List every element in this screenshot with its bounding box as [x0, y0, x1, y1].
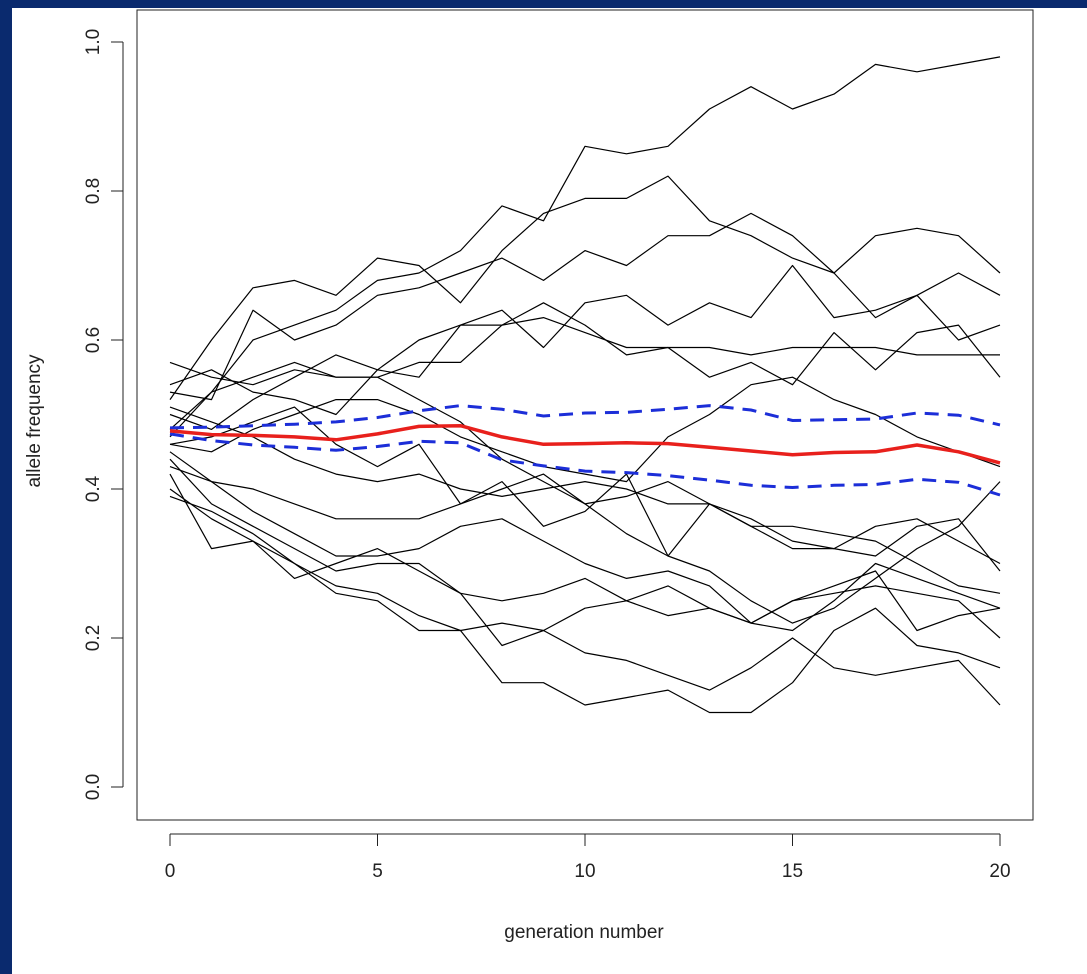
y-tick-label: 0.6: [83, 327, 104, 353]
simulation-line-10: [169, 451, 1001, 624]
plot-box: [136, 9, 1034, 821]
simulation-line-1: [169, 56, 1001, 438]
simulation-lines: [169, 56, 1001, 714]
x-tick-label: 10: [574, 861, 595, 882]
simulation-line-13: [169, 488, 1001, 706]
simulation-line-6: [169, 317, 1000, 416]
simulation-line-12: [169, 458, 1001, 639]
simulation-line-4: [169, 264, 1001, 430]
y-tick-label: 1.0: [83, 29, 104, 55]
x-axis-title: generation number: [504, 922, 664, 943]
simulation-line-16: [169, 406, 1001, 572]
y-axis-title: allele frequency: [24, 354, 45, 488]
simulation-line-14: [169, 495, 1001, 714]
simulation-line-15: [169, 473, 1001, 647]
frame-left-border: [0, 0, 12, 974]
x-tick-label: 0: [165, 861, 176, 882]
y-tick-label: 0.2: [83, 625, 104, 651]
simulation-line-3: [169, 212, 1001, 401]
y-tick-label: 0.0: [83, 774, 104, 800]
y-tick-label: 0.4: [83, 475, 104, 502]
simulation-line-5: [169, 302, 1001, 430]
simulation-line-9: [169, 406, 1001, 594]
frame-top-border: [0, 0, 1087, 8]
upper-bound-line: [169, 404, 1001, 430]
allele-frequency-chart: 0 5 10 15 20 0.0 0.2 0.4 0.6 0.8 1.0 generation n…: [24, 9, 1034, 943]
y-tick-label: 0.8: [83, 178, 104, 204]
summary-lines: [169, 404, 1001, 497]
lower-bound-line: [169, 432, 1001, 497]
mean-line: [169, 423, 1001, 465]
plot-panel: 0 5 10 15 20 0.0 0.2 0.4 0.6 0.8 1.0 generation n…: [12, 8, 1087, 974]
simulation-line-2: [169, 175, 1001, 400]
x-axis: 0 5 10 15 20: [165, 833, 1011, 882]
x-tick-label: 15: [782, 861, 803, 882]
x-tick-label: 20: [989, 861, 1010, 882]
y-axis: 0.0 0.2 0.4 0.6 0.8 1.0: [83, 29, 124, 800]
simulation-line-7: [169, 376, 1001, 483]
x-tick-label: 5: [372, 861, 383, 882]
